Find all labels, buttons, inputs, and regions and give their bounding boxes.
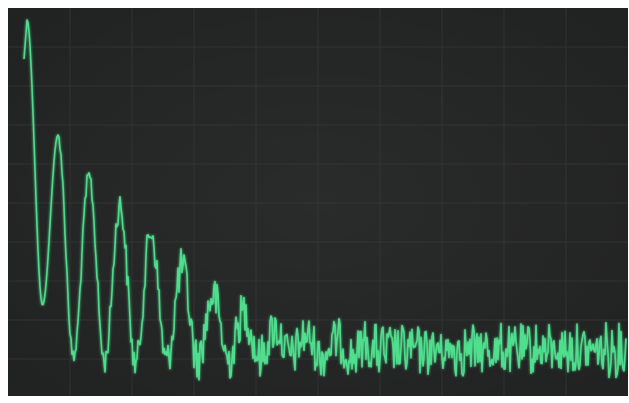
oscilloscope-photo <box>0 0 629 403</box>
page: (() => { const data = JSON.parse(documen… <box>0 0 629 403</box>
